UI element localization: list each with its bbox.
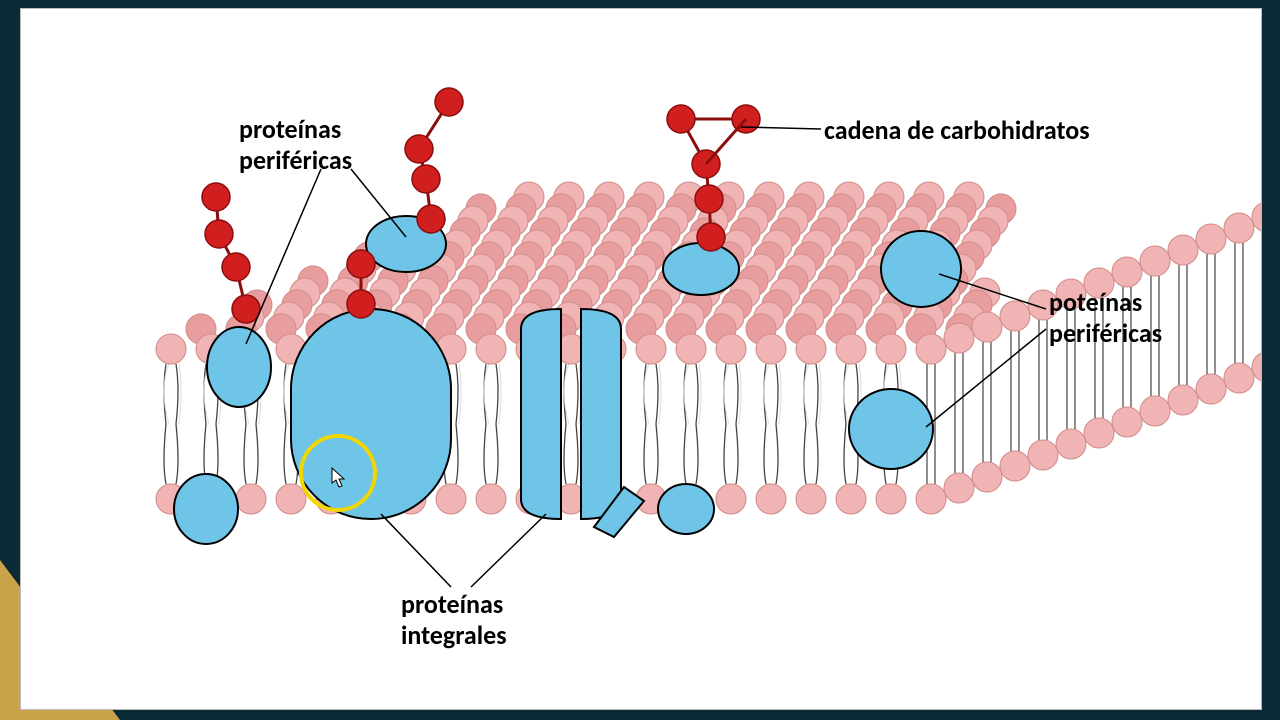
label-text: cadena de carbohidratos <box>824 114 1090 146</box>
label-line1: proteínas <box>239 113 341 145</box>
label-line2: integrales <box>401 619 507 651</box>
label-line2: periféricas <box>239 144 352 176</box>
slide-canvas: proteínas periféricas cadena de carbohid… <box>20 8 1262 710</box>
highlight-circle <box>299 434 377 512</box>
label-line1: proteínas <box>401 588 503 620</box>
label-integral-bottom: proteínas integrales <box>401 589 507 651</box>
label-line1: poteínas <box>1049 286 1142 318</box>
label-carbohydrate-chain: cadena de carbohidratos <box>824 115 1090 146</box>
label-peripheral-top: proteínas periféricas <box>239 114 352 176</box>
label-peripheral-right: poteínas periféricas <box>1049 287 1162 349</box>
label-line2: periféricas <box>1049 317 1162 349</box>
